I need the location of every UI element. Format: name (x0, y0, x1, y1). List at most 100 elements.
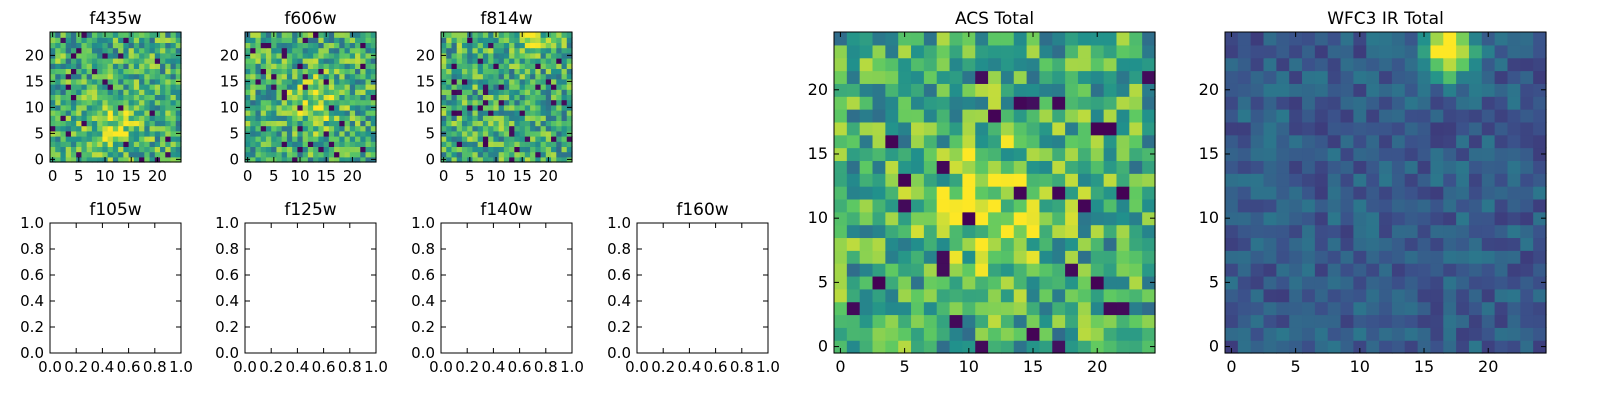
heatmap-cell (281, 146, 288, 153)
heatmap-cell (1116, 224, 1130, 239)
heatmap-cell (128, 42, 135, 49)
heatmap-cell (1090, 211, 1105, 226)
heatmap-cell (451, 115, 458, 121)
heatmap-cell (493, 47, 500, 54)
heatmap-cell (472, 37, 479, 43)
heatmap-cell (1013, 211, 1028, 226)
x-tick-label: 5 (900, 357, 910, 376)
heatmap-cell (1468, 224, 1483, 239)
heatmap-cell (245, 63, 251, 69)
heatmap-cell (1366, 340, 1380, 354)
heatmap-cell (1039, 83, 1053, 97)
heatmap-cell (271, 73, 278, 80)
x-tick-label: 0.6 (117, 358, 141, 376)
heatmap-cell (1314, 198, 1329, 213)
y-tick-label: 0.0 (20, 344, 44, 362)
heatmap-cell (344, 115, 351, 121)
heatmap-cell (1468, 327, 1483, 341)
heatmap-cell (91, 73, 98, 80)
heatmap-cell (530, 146, 536, 153)
heatmap-cell (461, 78, 468, 85)
heatmap-cell (488, 58, 494, 64)
heatmap-cell (834, 44, 848, 59)
heatmap-cell (102, 110, 109, 116)
heatmap-cell (509, 104, 515, 111)
heatmap-cell (551, 136, 557, 142)
heatmap-cell (1494, 173, 1509, 187)
heatmap-cell (975, 301, 989, 316)
heatmap-cell (524, 32, 531, 38)
heatmap-cell (451, 42, 458, 49)
heatmap-cell (107, 42, 114, 49)
heatmap-cell (498, 151, 505, 158)
heatmap-cell (885, 288, 899, 303)
y-tick-label: 1.0 (607, 214, 631, 232)
heatmap-cell (1077, 224, 1092, 239)
heatmap-cell (86, 47, 93, 54)
heatmap-cell (503, 104, 510, 111)
heatmap-cell (1237, 314, 1252, 328)
heatmap-cell (307, 125, 314, 132)
heatmap-cell (292, 151, 298, 158)
heatmap-cell (123, 73, 130, 80)
heatmap-cell (556, 130, 563, 137)
heatmap-cell (250, 99, 257, 106)
heatmap-cell (1237, 134, 1252, 149)
heatmap-cell (55, 136, 62, 142)
heatmap-cell (1327, 314, 1342, 328)
heatmap-cell (1129, 173, 1143, 187)
heatmap-cell (949, 57, 963, 72)
heatmap-cell (339, 146, 346, 153)
heatmap-cell (160, 32, 166, 38)
heatmap-cell (514, 68, 521, 75)
heatmap-cell (118, 156, 124, 163)
heatmap-cell (859, 32, 874, 46)
heatmap-cell (540, 125, 547, 132)
heatmap-cell (451, 52, 458, 59)
heatmap-cell (988, 160, 1002, 174)
heatmap-cell (1116, 147, 1130, 161)
heatmap-cell (1391, 160, 1406, 174)
heatmap-cell (307, 58, 314, 64)
heatmap-cell (472, 32, 479, 38)
heatmap-cell (535, 68, 542, 75)
heatmap-cell (255, 63, 262, 69)
y-tick-label: 0.2 (20, 318, 44, 336)
x-tick-label: 20 (148, 167, 167, 185)
heatmap-cell (872, 70, 886, 84)
heatmap-cell (323, 68, 330, 75)
heatmap-cell (339, 42, 346, 49)
heatmap-cell (1237, 288, 1252, 303)
heatmap-cell (344, 89, 351, 95)
heatmap-cell (170, 89, 177, 95)
heatmap-cell (1013, 57, 1028, 72)
heatmap-cell (1225, 109, 1239, 123)
heatmap-cell (1116, 96, 1130, 110)
heatmap-cell (281, 99, 288, 106)
heatmap-cell (467, 42, 474, 49)
heatmap-cell (936, 173, 951, 187)
heatmap-cell (461, 52, 468, 59)
heatmap-cell (498, 42, 505, 49)
heatmap-cell (975, 263, 989, 277)
heatmap-cell (149, 99, 156, 106)
heatmap-cell (872, 327, 886, 341)
heatmap-cell (962, 198, 976, 213)
heatmap-cell (872, 173, 886, 187)
heatmap-cell (923, 263, 938, 277)
heatmap-cell (128, 151, 135, 158)
heatmap-cell (318, 94, 325, 101)
heatmap-cell (503, 94, 510, 101)
heatmap-cell (530, 104, 536, 111)
heatmap-cell (509, 125, 515, 132)
heatmap-cell (911, 57, 925, 72)
heatmap-cell (339, 73, 346, 80)
heatmap-cell (1417, 173, 1432, 187)
heatmap-cell (276, 146, 283, 153)
heatmap-cell (936, 224, 951, 239)
heatmap-cell (1379, 173, 1393, 187)
heatmap-cell (498, 63, 505, 69)
heatmap-cell (530, 141, 536, 147)
heatmap-cell (975, 224, 989, 239)
heatmap-cell (144, 78, 151, 85)
